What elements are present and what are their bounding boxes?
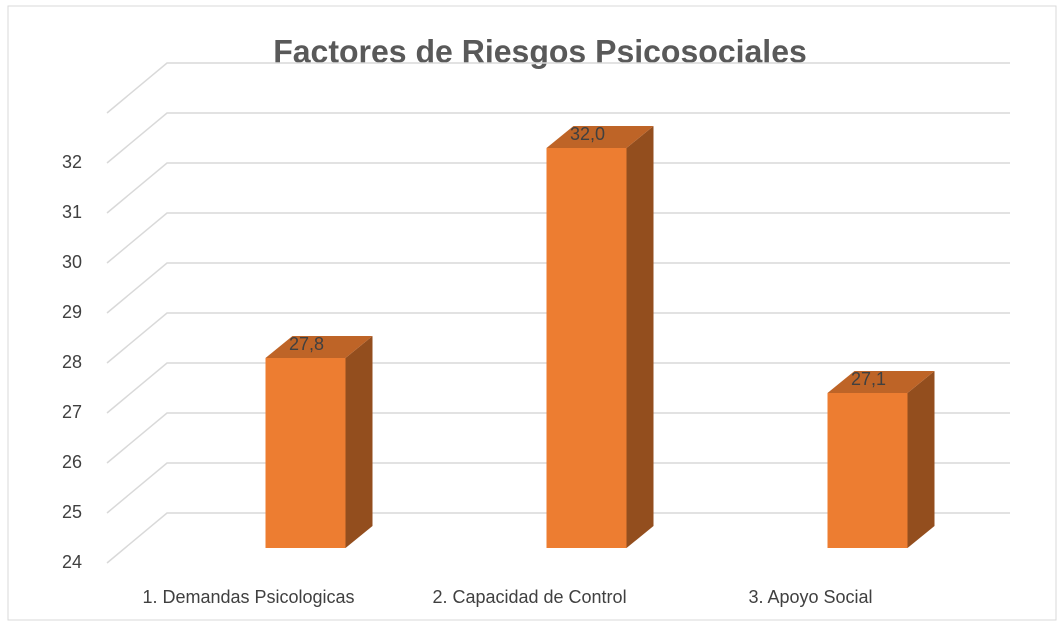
grid-line (106, 212, 1010, 264)
y-tick-label: 26 (62, 452, 82, 472)
y-tick-label: 24 (62, 552, 82, 572)
bar-top (827, 371, 935, 393)
bar (827, 371, 935, 548)
grid-line (106, 262, 1010, 314)
grid-line (106, 312, 1010, 364)
y-tick-label: 30 (62, 252, 82, 272)
bar-top (265, 336, 373, 358)
bar-side (626, 126, 654, 548)
x-tick-label: 1. Demandas Psicologicas (142, 587, 354, 607)
data-label: 27,8 (289, 334, 324, 354)
bar-front (265, 358, 346, 548)
x-tick-label: 2. Capacidad de Control (432, 587, 626, 607)
bar-front (546, 148, 627, 548)
grid-line (106, 362, 1010, 414)
chart-title: Factores de Riesgos Psicosociales (273, 33, 807, 69)
y-tick-label: 25 (62, 502, 82, 522)
y-tick-label: 32 (62, 152, 82, 172)
grid-line (106, 512, 1010, 564)
bar-front (827, 393, 908, 548)
bar (265, 336, 373, 548)
bar (546, 126, 654, 548)
grid-line (106, 462, 1010, 514)
y-tick-label: 27 (62, 402, 82, 422)
y-tick-label: 29 (62, 302, 82, 322)
data-label: 32,0 (570, 124, 605, 144)
y-tick-label: 31 (62, 202, 82, 222)
grid-line (106, 162, 1010, 214)
bar-side (907, 371, 935, 548)
grid-line (106, 412, 1010, 464)
data-label: 27,1 (851, 369, 886, 389)
grid-line (106, 62, 1010, 114)
y-tick-label: 28 (62, 352, 82, 372)
bar-side (345, 336, 373, 548)
grid-line (106, 112, 1010, 164)
bar-top (546, 126, 654, 148)
x-tick-label: 3. Apoyo Social (748, 587, 872, 607)
